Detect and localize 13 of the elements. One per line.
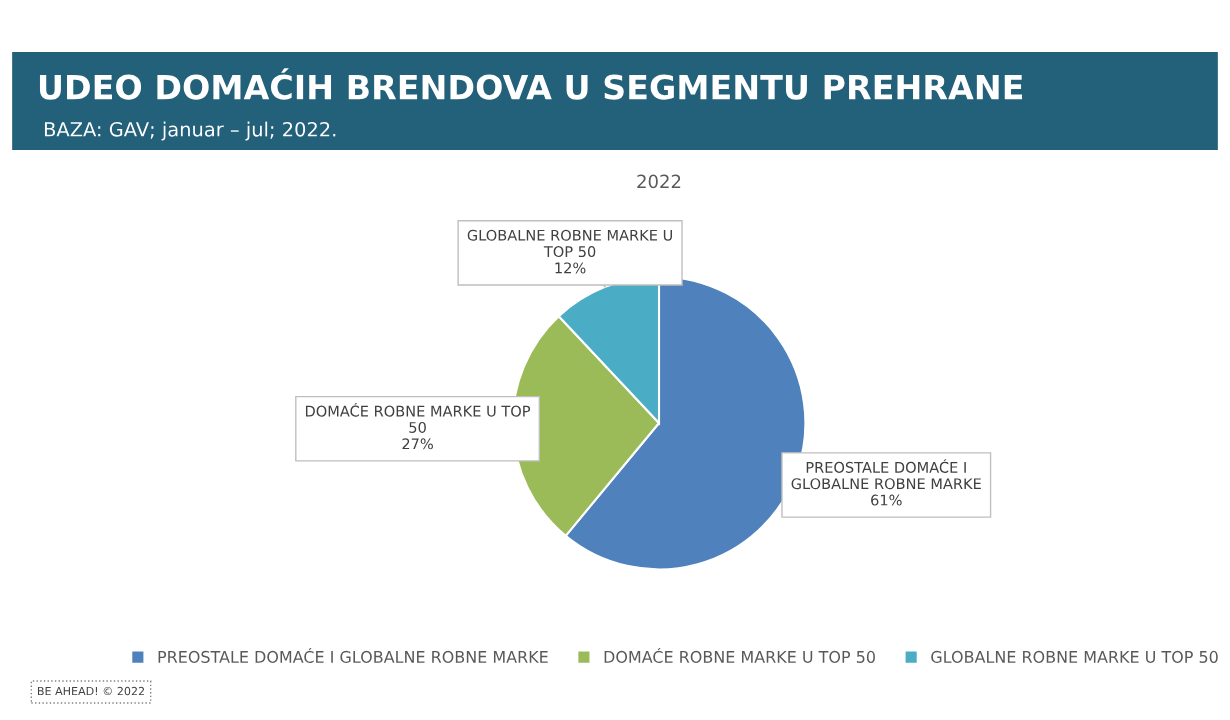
data-label: 27%: [402, 438, 433, 450]
text: 2022: [637, 174, 681, 189]
data-label: 12%: [555, 262, 586, 274]
legend-label: GLOBALNE ROBNE MARKE U TOP 50: [931, 650, 1218, 663]
legend-label: PREOSTALE DOMAĆE I GLOBALNE ROBNE MARKE: [158, 647, 548, 663]
slice-label: DOMAĆE ROBNE MARKE U TOP 50: [305, 402, 531, 433]
chart-subtitle: BAZA: GAV; januar – jul; 2022.: [44, 121, 336, 141]
slice-label: PREOSTALE DOMAĆE I GLOBALNE ROBNE MARKE: [791, 459, 981, 490]
slice-label: GLOBALNE ROBNE MARKE U TOP 50: [467, 229, 672, 258]
chart-title: UDEO DOMAĆIH BRENDOVA U SEGMENTU PREHRANE: [39, 68, 1023, 100]
text: BE AHEAD! © 2022: [37, 686, 144, 696]
data-label: 61%: [871, 494, 902, 506]
legend-label: DOMAĆE ROBNE MARKE U TOP 50: [604, 647, 875, 663]
